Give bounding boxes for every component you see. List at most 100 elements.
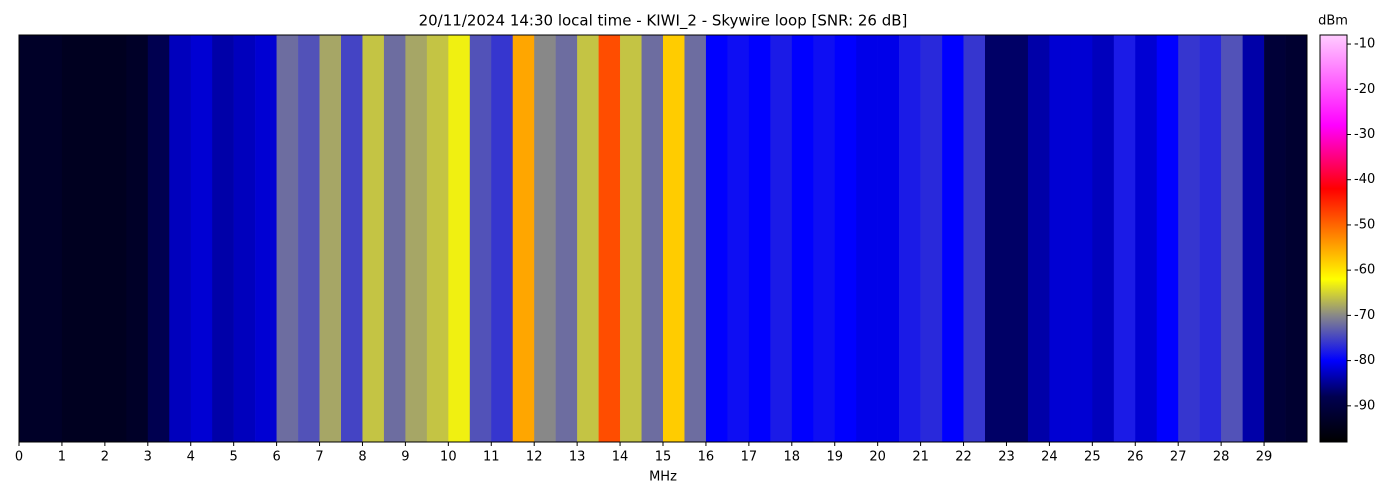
heatmap-cell: [899, 35, 921, 442]
heatmap-cell: [1264, 35, 1286, 442]
colorbar-tick-label: -80: [1354, 353, 1375, 368]
heatmap-cell: [362, 35, 385, 442]
colorbar-tick-label: -10: [1354, 37, 1375, 52]
heatmap-cell: [233, 35, 256, 442]
heatmap-cell: [1178, 35, 1200, 442]
heatmap-cell: [920, 35, 943, 442]
x-tick-label: 10: [440, 450, 457, 465]
heatmap-cell: [61, 35, 84, 442]
heatmap-cell: [877, 35, 900, 442]
x-tick-label: 23: [998, 450, 1015, 465]
heatmap-cell: [791, 35, 814, 442]
heatmap-cell: [856, 35, 878, 442]
x-tick-label: 24: [1041, 450, 1058, 465]
heatmap-cell: [1006, 35, 1029, 442]
colorbar-label: dBm: [1318, 14, 1348, 29]
x-tick-label: 26: [1127, 450, 1144, 465]
heatmap-cell: [963, 35, 986, 442]
x-tick-label: 29: [1256, 450, 1273, 465]
chart-title: 20/11/2024 14:30 local time - KIWI_2 - S…: [419, 12, 908, 31]
colorbar-tick-label: -70: [1354, 308, 1375, 323]
x-tick-label: 3: [144, 450, 152, 465]
heatmap-cell: [1285, 35, 1308, 442]
x-tick-label: 12: [526, 450, 543, 465]
heatmap-cell: [83, 35, 106, 442]
heatmap-cell: [190, 35, 213, 442]
heatmap-cell: [1092, 35, 1115, 442]
heatmap-cell: [813, 35, 836, 442]
x-tick-label: 7: [315, 450, 323, 465]
x-tick-label: 17: [741, 450, 758, 465]
heatmap-cell: [512, 35, 535, 442]
colorbar-tick-label: -60: [1354, 263, 1375, 278]
x-tick-label: 14: [612, 450, 629, 465]
heatmap-cell: [19, 35, 41, 442]
x-tick-label: 19: [826, 450, 843, 465]
x-tick-label: 13: [569, 450, 586, 465]
x-tick-label: 22: [955, 450, 972, 465]
heatmap-cell: [534, 35, 556, 442]
heatmap-cell: [383, 35, 406, 442]
x-tick-label: 9: [401, 450, 409, 465]
heatmap-cell: [748, 35, 771, 442]
colorbar-tick-label: -50: [1354, 217, 1375, 232]
x-tick-label: 4: [187, 450, 195, 465]
heatmap-cell: [1049, 35, 1072, 442]
heatmap-cell: [1113, 35, 1136, 442]
heatmap-cell: [577, 35, 599, 442]
heatmap-cell: [770, 35, 793, 442]
x-tick-label: 0: [15, 450, 23, 465]
heatmap-cell: [1070, 35, 1093, 442]
heatmap-cell: [641, 35, 664, 442]
heatmap-cell: [620, 35, 642, 442]
heatmap-cell: [319, 35, 342, 442]
heatmap-cell: [598, 35, 621, 442]
heatmap-cell: [405, 35, 428, 442]
colorbar: [1319, 34, 1348, 443]
x-tick-label: 20: [869, 450, 886, 465]
heatmap-cell: [448, 35, 471, 442]
heatmap-cell: [276, 35, 299, 442]
heatmap-cell: [341, 35, 363, 442]
heatmap-cell: [147, 35, 170, 442]
heatmap-cell: [255, 35, 277, 442]
x-tick-label: 18: [784, 450, 801, 465]
x-tick-label: 28: [1213, 450, 1230, 465]
colorbar-tick-label: -90: [1354, 398, 1375, 413]
x-tick-label: 21: [912, 450, 929, 465]
colorbar-tick-label: -30: [1354, 127, 1375, 142]
heatmap-cell: [942, 35, 964, 442]
heatmap: [19, 35, 1308, 442]
x-tick-label: 8: [358, 450, 366, 465]
heatmap-cell: [1199, 35, 1222, 442]
heatmap-cell: [426, 35, 449, 442]
x-tick-label: 2: [101, 450, 109, 465]
x-tick-label: 6: [272, 450, 280, 465]
x-tick-label: 1: [58, 450, 66, 465]
heatmap-cell: [104, 35, 127, 442]
heatmap-cell: [834, 35, 857, 442]
heatmap-cell: [1221, 35, 1243, 442]
heatmap-cell: [727, 35, 750, 442]
x-tick-label: 16: [698, 450, 715, 465]
heatmap-cell: [1135, 35, 1158, 442]
heatmap-cell: [169, 35, 192, 442]
heatmap-cell: [126, 35, 149, 442]
heatmap-cell: [1027, 35, 1050, 442]
colorbar-tick-label: -40: [1354, 172, 1375, 187]
heatmap-cell: [212, 35, 234, 442]
heatmap-cell: [1156, 35, 1179, 442]
x-tick-label: 5: [230, 450, 238, 465]
x-tick-label: 11: [483, 450, 500, 465]
heatmap-cell: [40, 35, 63, 442]
heatmap-cell: [684, 35, 707, 442]
heatmap-cell: [555, 35, 578, 442]
heatmap-cell: [298, 35, 320, 442]
x-axis-label: MHz: [649, 470, 677, 485]
x-tick-label: 27: [1170, 450, 1187, 465]
x-tick-label: 15: [655, 450, 672, 465]
heatmap-cell: [491, 35, 514, 442]
heatmap-cell: [985, 35, 1007, 442]
heatmap-cell: [1242, 35, 1265, 442]
